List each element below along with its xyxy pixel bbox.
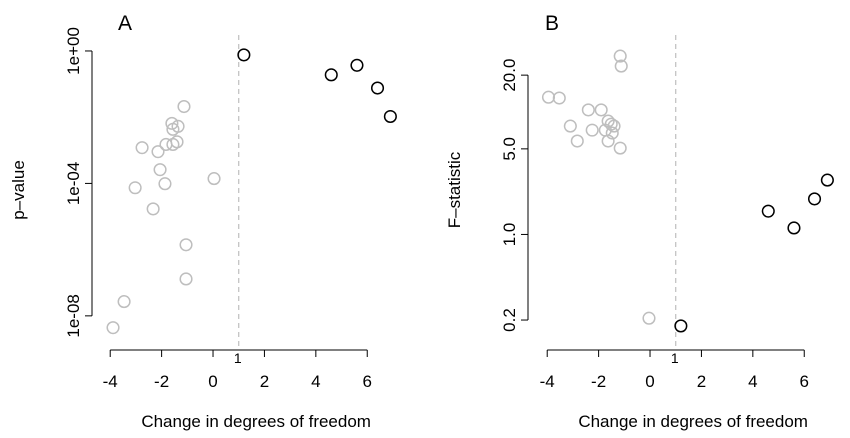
point bbox=[674, 319, 688, 333]
point bbox=[581, 103, 595, 117]
y-tick-label: 0.2 bbox=[500, 308, 519, 332]
point bbox=[787, 221, 801, 235]
y-tick-label: 1e-04 bbox=[64, 162, 83, 205]
point bbox=[207, 172, 221, 186]
x-axis-label: Change in degrees of freedom bbox=[141, 412, 371, 431]
x-tick-label: 2 bbox=[260, 372, 269, 391]
point bbox=[607, 119, 621, 133]
point bbox=[237, 48, 251, 62]
point bbox=[594, 103, 608, 117]
point bbox=[585, 123, 599, 137]
point bbox=[117, 295, 131, 309]
x-tick-label: -2 bbox=[591, 372, 606, 391]
point bbox=[324, 68, 338, 82]
y-axis-label: p–value bbox=[9, 160, 28, 220]
x-tick-label: 0 bbox=[645, 372, 654, 391]
point bbox=[383, 109, 397, 124]
x-tick-label: -2 bbox=[154, 372, 169, 391]
point bbox=[153, 163, 167, 177]
point bbox=[642, 311, 656, 325]
point bbox=[106, 321, 120, 335]
panel: A -4 -2 0 2 4 6 Change in degrees of freedom 1e+… bbox=[9, 12, 397, 431]
point bbox=[165, 116, 179, 130]
point bbox=[613, 141, 627, 155]
x-axis-label: Change in degrees of freedom bbox=[578, 412, 808, 431]
y-axis-label: F–statistic bbox=[445, 151, 464, 228]
x-tick-label: 2 bbox=[697, 372, 706, 391]
point bbox=[158, 177, 172, 191]
y-tick-label: 1e-08 bbox=[64, 294, 83, 337]
point bbox=[166, 137, 180, 152]
x-tick-label: 6 bbox=[800, 372, 809, 391]
point bbox=[179, 238, 193, 252]
reference-label: 1 bbox=[671, 350, 679, 366]
x-tick-label: -4 bbox=[540, 372, 555, 391]
point bbox=[370, 81, 385, 95]
x-tick-label: 4 bbox=[748, 372, 757, 391]
point bbox=[350, 58, 364, 72]
point bbox=[179, 272, 193, 286]
x-tick-label: 4 bbox=[311, 372, 320, 391]
x-tick-label: 6 bbox=[363, 372, 372, 391]
point bbox=[807, 192, 822, 206]
point bbox=[128, 181, 142, 195]
point bbox=[614, 59, 628, 73]
point bbox=[820, 173, 834, 187]
x-tick-label: -4 bbox=[103, 372, 118, 391]
point bbox=[135, 141, 149, 155]
point bbox=[570, 134, 584, 148]
point bbox=[613, 49, 627, 63]
point bbox=[601, 134, 615, 148]
point bbox=[170, 135, 184, 149]
y-tick-label: 1.0 bbox=[500, 223, 519, 247]
point bbox=[177, 99, 191, 114]
point bbox=[605, 126, 619, 140]
panel: B -4 -2 0 2 4 6 Change in degrees of freedom 0.2… bbox=[445, 12, 834, 431]
y-tick-label: 5.0 bbox=[500, 137, 519, 161]
point bbox=[552, 91, 566, 105]
y-tick-label: 20.0 bbox=[500, 59, 519, 92]
point bbox=[146, 202, 160, 216]
x-tick-label: 0 bbox=[208, 372, 217, 391]
reference-label: 1 bbox=[234, 350, 242, 366]
point bbox=[159, 137, 173, 152]
y-tick-label: 1e+00 bbox=[64, 27, 83, 75]
point bbox=[151, 145, 165, 159]
point bbox=[563, 119, 577, 133]
point bbox=[541, 90, 556, 104]
point bbox=[166, 122, 180, 136]
point bbox=[761, 204, 775, 218]
panel-title: B bbox=[545, 12, 559, 35]
panel-title: A bbox=[118, 12, 132, 35]
